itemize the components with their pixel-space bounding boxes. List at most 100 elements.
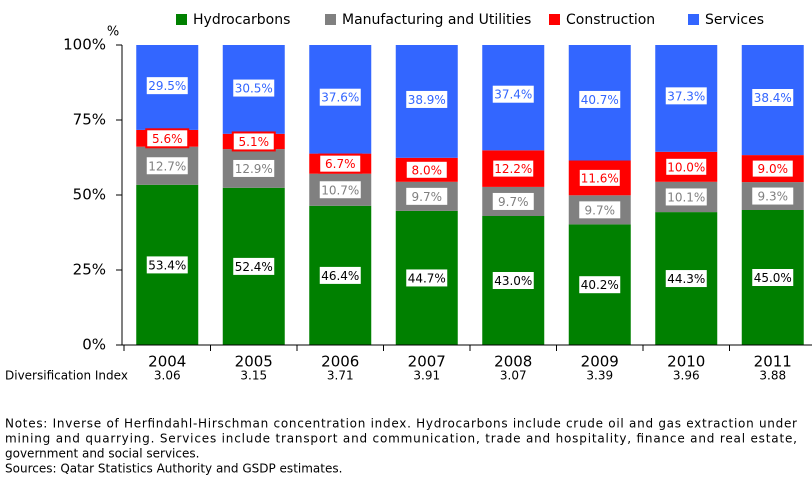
value-label-box: [145, 128, 190, 149]
value-label: 53.4%: [148, 258, 186, 272]
value-label: 40.2%: [581, 278, 619, 292]
value-label: 9.0%: [758, 162, 789, 176]
value-label-box: [145, 156, 189, 176]
value-label-box: [664, 86, 708, 106]
value-label: 40.7%: [581, 93, 619, 107]
value-label: 29.5%: [148, 79, 186, 93]
x-tick-label: 2010: [667, 353, 705, 371]
y-tick-label: 25%: [73, 261, 106, 279]
value-label: 37.4%: [494, 88, 532, 102]
legend-label: Construction: [566, 12, 655, 28]
x-tick-label: 2006: [321, 353, 359, 371]
value-label-box: [404, 159, 449, 180]
value-label: 10.0%: [667, 160, 705, 174]
value-label-box: [491, 158, 536, 179]
value-label: 12.2%: [494, 162, 532, 176]
value-label: 5.6%: [152, 132, 183, 146]
value-label-box: [491, 84, 535, 104]
value-label-box: [750, 158, 795, 179]
value-label-box: [578, 200, 622, 220]
value-label-box: [578, 275, 622, 295]
value-label-box: [405, 268, 449, 288]
y-tick-label: 0%: [82, 336, 106, 354]
value-label-box: [491, 271, 535, 290]
value-label-box: [231, 131, 276, 152]
value-label-box: [405, 89, 449, 109]
index-value: 3.96: [673, 369, 700, 383]
value-label: 5.1%: [239, 135, 270, 149]
x-tick-label: 2008: [494, 353, 532, 371]
value-label: 10.1%: [667, 190, 705, 204]
index-value: 3.71: [327, 369, 354, 383]
value-label-box: [664, 156, 709, 177]
note-line: Notes: Inverse of Herfindahl-Hirschman c…: [5, 417, 797, 431]
value-label: 30.5%: [235, 82, 273, 96]
value-label-box: [751, 268, 795, 287]
value-label: 46.4%: [321, 269, 359, 283]
value-label: 52.4%: [235, 260, 273, 274]
value-label-box: [318, 265, 362, 285]
value-label-box: [232, 158, 276, 178]
value-label: 9.7%: [585, 203, 616, 217]
index-value: 3.88: [759, 369, 786, 383]
value-label-box: [751, 186, 795, 206]
y-tick-label: 100%: [63, 36, 106, 54]
value-label: 37.3%: [667, 89, 705, 103]
value-label-box: [577, 167, 622, 188]
value-label-box: [751, 88, 795, 107]
value-label: 11.6%: [581, 171, 619, 185]
value-label: 6.7%: [325, 157, 356, 171]
note-line: mining and quarrying. Services include t…: [5, 432, 797, 446]
index-label: Diversification Index: [5, 369, 128, 383]
legend-label: Manufacturing and Utilities: [342, 12, 531, 28]
x-tick-label: 2007: [408, 353, 446, 371]
value-label-box: [232, 78, 276, 98]
value-label-box: [318, 87, 362, 107]
value-label-box: [318, 180, 362, 200]
legend-swatch: [549, 14, 560, 25]
value-label: 12.9%: [235, 162, 273, 176]
value-label: 9.3%: [758, 190, 789, 204]
x-tick-label: 2005: [235, 353, 273, 371]
value-label: 9.7%: [412, 190, 443, 204]
value-label: 44.7%: [408, 271, 446, 285]
value-label: 45.0%: [754, 271, 792, 285]
y-tick-label: 75%: [73, 111, 106, 129]
value-label-box: [578, 89, 622, 109]
value-label-box: [664, 269, 708, 289]
value-label: 37.6%: [321, 91, 359, 105]
legend-swatch: [176, 14, 187, 25]
x-tick-label: 2009: [581, 353, 619, 371]
value-label: 8.0%: [412, 163, 443, 177]
x-tick-label: 2004: [148, 353, 186, 371]
value-label-box: [664, 187, 708, 207]
legend-swatch: [688, 14, 699, 25]
y-axis-label: %: [107, 25, 119, 40]
value-label-box: [145, 255, 189, 275]
sources: Sources: Qatar Statistics Authority and …: [5, 462, 342, 476]
value-label: 44.3%: [667, 272, 705, 286]
value-label-box: [491, 191, 535, 211]
index-value: 3.91: [413, 369, 440, 383]
value-label: 38.9%: [408, 93, 446, 107]
value-label: 43.0%: [494, 274, 532, 288]
value-label: 38.4%: [754, 91, 792, 105]
value-label-box: [232, 256, 276, 276]
legend-swatch: [325, 14, 336, 25]
index-value: 3.15: [240, 369, 267, 383]
value-label-box: [318, 153, 363, 174]
value-label: 12.7%: [148, 159, 186, 173]
x-tick-label: 2011: [754, 353, 792, 371]
value-label: 10.7%: [321, 183, 359, 197]
y-tick-label: 50%: [73, 186, 106, 204]
value-label: 9.7%: [498, 195, 529, 209]
legend-label: Hydrocarbons: [193, 12, 290, 28]
value-label-box: [145, 76, 189, 96]
index-value: 3.39: [586, 369, 613, 383]
value-label-box: [405, 186, 449, 206]
note-line: government and social services.: [5, 447, 199, 461]
index-value: 3.06: [154, 369, 181, 383]
legend-label: Services: [705, 12, 764, 28]
index-value: 3.07: [500, 369, 527, 383]
